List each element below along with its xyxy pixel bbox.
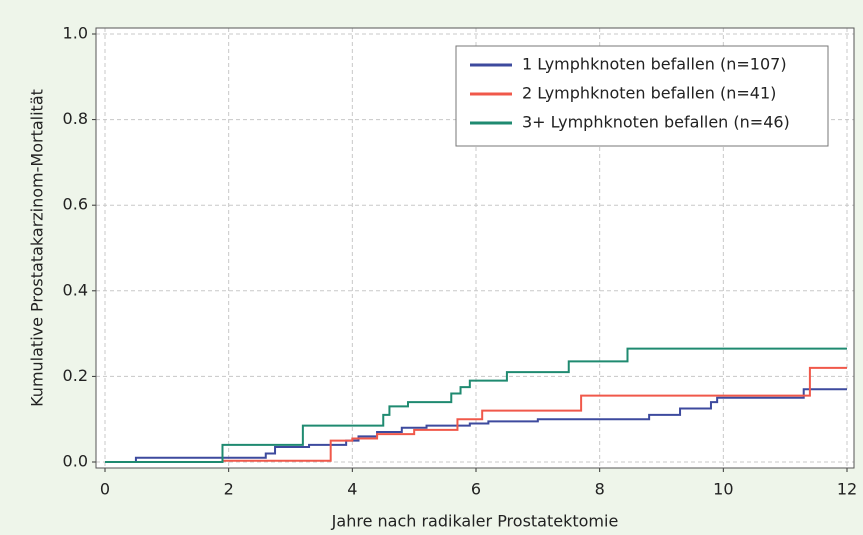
series-line	[105, 347, 847, 463]
series-line	[105, 366, 847, 463]
legend-box	[455, 45, 829, 147]
x-tick-label: 8	[595, 480, 605, 499]
x-tick-label: 4	[347, 480, 357, 499]
legend-label: 1 Lymphknoten befallen (n=107)	[522, 55, 787, 74]
legend-label: 3+ Lymphknoten befallen (n=46)	[522, 113, 790, 132]
y-tick-label: 0.0	[63, 452, 88, 471]
y-tick-label: 0.4	[63, 280, 88, 299]
legend-label: 2 Lymphknoten befallen (n=41)	[522, 84, 776, 103]
x-tick-label: 12	[837, 480, 857, 499]
y-tick-label: 1.0	[63, 24, 88, 43]
y-tick-label: 0.8	[63, 109, 88, 128]
x-axis-label: Jahre nach radikaler Prostatektomie	[331, 512, 619, 531]
y-tick-label: 0.6	[63, 195, 88, 214]
x-tick-label: 10	[713, 480, 733, 499]
x-tick-label: 2	[224, 480, 234, 499]
plot-frame	[95, 27, 855, 469]
y-tick-label: 0.2	[63, 366, 88, 385]
x-tick-label: 6	[471, 480, 481, 499]
x-tick-label: 0	[100, 480, 110, 499]
y-axis-label: Kumulative Prostatakarzinom-Mortalität	[28, 89, 47, 407]
series-line	[105, 388, 847, 463]
